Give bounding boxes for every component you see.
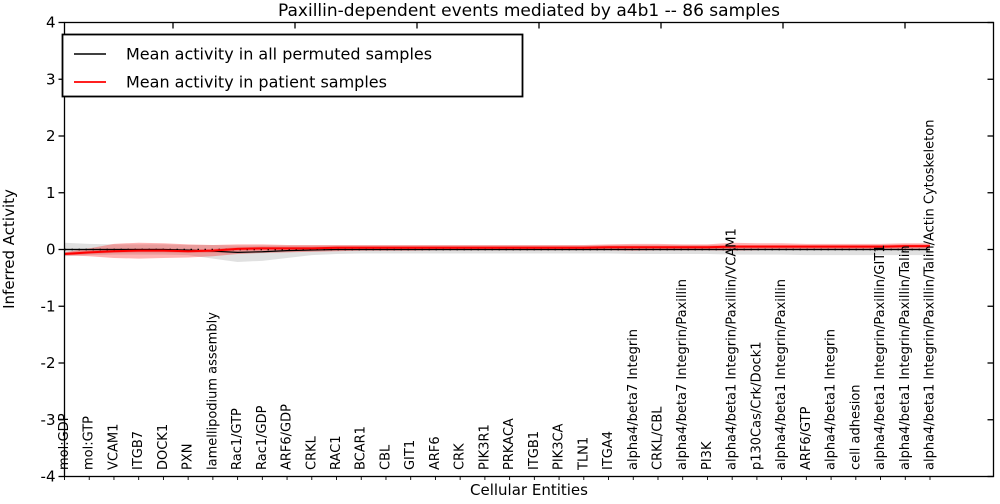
y-tick-label: -1 [41, 297, 56, 315]
x-tick-labels: mol:GDP mol:GTP VCAM1 ITGB7 DOCK1 PXN lamellip… [57, 120, 938, 471]
x-tick-label: Rac1/GDP [255, 405, 270, 470]
x-tick-label: TLN1 [576, 437, 591, 471]
x-tick-label: alpha4/beta1 Integrin/Paxillin/Talin [898, 245, 913, 470]
x-tick-label: DOCK1 [156, 424, 171, 470]
x-tick-label: ITGB1 [527, 431, 542, 470]
patient-mean-line [64, 245, 930, 256]
x-tick-label: cell adhesion [848, 384, 863, 470]
x-tick-label: GIT1 [403, 440, 418, 470]
x-tick-label: Rac1/GTP [230, 408, 245, 470]
x-tick-label: alpha4/beta1 Integrin [824, 329, 839, 470]
y-tick-label: 0 [46, 241, 56, 259]
x-tick-label: CRKL/CBL [650, 406, 665, 470]
legend-label-patient: Mean activity in patient samples [126, 73, 387, 92]
x-tick-label: VCAM1 [106, 424, 121, 470]
x-axis-label: Cellular Entities [470, 481, 588, 499]
legend-box [61, 33, 524, 98]
x-tick-label: lamellipodium assembly [205, 312, 220, 470]
legend: Mean activity in all permuted samples Me… [61, 33, 524, 98]
x-tick-label: PIK3CA [552, 423, 567, 470]
y-tick-label: -4 [41, 468, 56, 486]
x-tick-label: CBL [378, 444, 393, 470]
x-tick-label: PRKACA [502, 418, 517, 470]
y-axis-label: Inferred Activity [0, 189, 18, 309]
chart-title: Paxillin-dependent events mediated by a4… [278, 1, 780, 21]
x-tick-label: PI3K [700, 441, 715, 470]
y-tick-label: 3 [46, 70, 56, 88]
x-tick-label: CRK [453, 443, 468, 470]
x-tick-label: alpha4/beta1 Integrin/Paxillin/Talin/Act… [923, 120, 938, 470]
x-tick-label: alpha4/beta7 Integrin [626, 329, 641, 470]
x-tick-label: RAC1 [329, 435, 344, 470]
x-tick-label: ITGB7 [131, 431, 146, 470]
x-tick-label: alpha4/beta1 Integrin/Paxillin/GIT1 [873, 244, 888, 470]
legend-label-permuted: Mean activity in all permuted samples [126, 45, 432, 64]
x-tick-label: ARF6/GTP [799, 406, 814, 470]
series-lines [64, 245, 930, 256]
x-tick-label: alpha4/beta1 Integrin/Paxillin/VCAM1 [725, 228, 740, 470]
y-tick-label: 4 [46, 14, 56, 32]
x-tick-label: BCAR1 [354, 426, 369, 470]
y-tick-label: 2 [46, 127, 56, 145]
x-tick-label: PXN [181, 444, 196, 470]
x-tick-label: ARF6/GDP [280, 404, 295, 470]
x-tick-label: mol:GTP [82, 416, 97, 470]
x-tick-label: ARF6 [428, 436, 443, 470]
y-tick-label: -2 [41, 354, 56, 372]
x-tick-label: CRKL [304, 435, 319, 470]
y-tick-label: 1 [46, 184, 56, 202]
x-tick-label: PIK3R1 [477, 424, 492, 470]
x-tick-label: alpha4/beta1 Integrin/Paxillin [774, 279, 789, 470]
x-tick-label: p130Cas/Crk/Dock1 [749, 341, 764, 470]
axes-spines-ticks: 4 3 2 1 0 -1 -2 -3 -4 [41, 14, 995, 486]
y-tick-label: -3 [41, 411, 56, 429]
confidence-bands [64, 242, 930, 262]
x-tick-label: ITGA4 [601, 431, 616, 470]
x-tick-label: alpha4/beta7 Integrin/Paxillin [675, 279, 690, 470]
